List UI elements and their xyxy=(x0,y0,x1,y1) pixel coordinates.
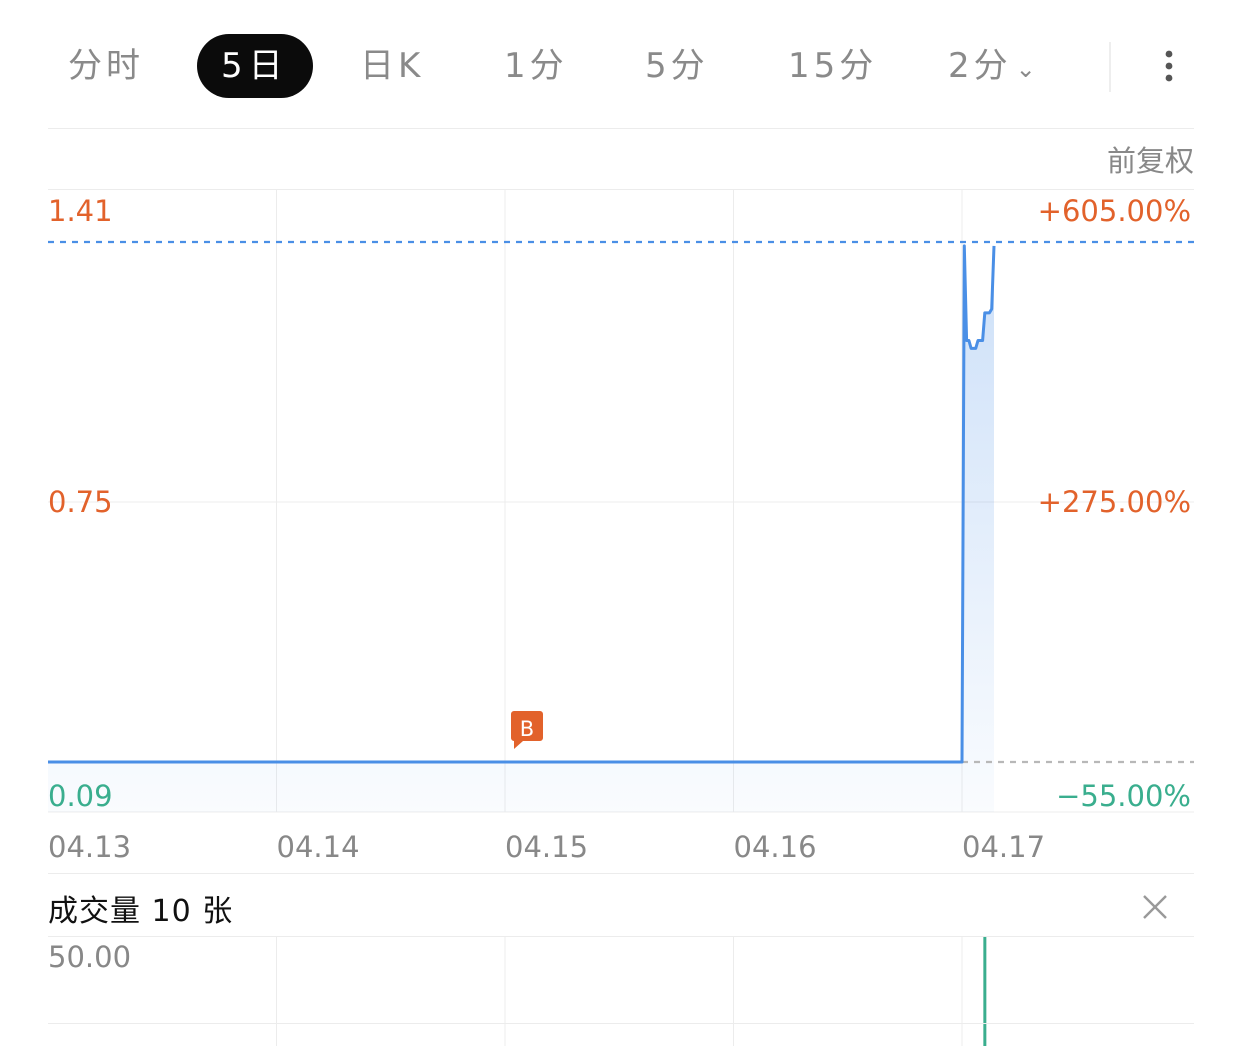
y-tick-left: 0.75 xyxy=(48,485,113,519)
x-tick-label: 04.15 xyxy=(505,830,588,864)
x-tick-label: 04.13 xyxy=(48,830,131,864)
buy-marker-label: B xyxy=(520,717,534,741)
divider-chart-top xyxy=(48,189,1194,190)
tab-1min[interactable]: 1分 xyxy=(504,46,568,86)
y-tick-left: 0.09 xyxy=(48,779,113,813)
tab-fenshi[interactable]: 分时 xyxy=(68,46,144,86)
price-line xyxy=(48,244,996,764)
y-tick-right: +605.00% xyxy=(1038,194,1191,228)
tab-2min-dropdown[interactable]: 2分 ⌄ xyxy=(948,34,1040,98)
tab-2min-label: 2分 xyxy=(948,46,1012,86)
x-tick-label: 04.17 xyxy=(962,830,1045,864)
tab-5min[interactable]: 5分 xyxy=(645,46,709,86)
y-tick-right: −55.00% xyxy=(1056,779,1191,813)
y-tick-left: 1.41 xyxy=(48,194,113,228)
chevron-down-icon: ⌄ xyxy=(1015,55,1040,83)
x-tick-label: 04.16 xyxy=(734,830,817,864)
period-tabbar: 分时 5日 日K 1分 5分 15分 2分 ⌄ xyxy=(48,26,1194,110)
more-vertical-icon[interactable] xyxy=(1154,36,1184,96)
y-tick-right: +275.00% xyxy=(1038,485,1191,519)
volume-title: 成交量 10 张 xyxy=(48,894,234,929)
tab-15min[interactable]: 15分 xyxy=(788,46,878,86)
divider-axis xyxy=(48,873,1194,874)
divider-volume xyxy=(48,936,1194,937)
tab-divider xyxy=(1109,42,1111,92)
tab-day-k[interactable]: 日K xyxy=(360,46,425,86)
adjust-mode-label[interactable]: 前复权 xyxy=(1106,144,1194,178)
close-icon[interactable] xyxy=(1138,890,1172,924)
volume-y-tick: 50.00 xyxy=(48,940,131,974)
divider-top xyxy=(48,128,1194,129)
buy-marker xyxy=(511,711,543,749)
x-tick-label: 04.14 xyxy=(277,830,360,864)
divider-volume-mid xyxy=(48,1023,1194,1024)
tab-5day[interactable]: 5日 xyxy=(197,34,313,98)
